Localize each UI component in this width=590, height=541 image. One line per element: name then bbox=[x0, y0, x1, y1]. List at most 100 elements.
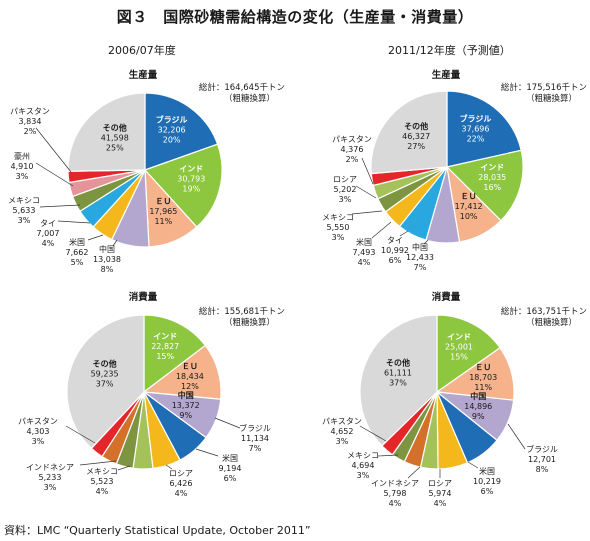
slice-percent: 12% bbox=[181, 382, 199, 391]
source-note: 資料：LMC “Quarterly Statistical Update, Oc… bbox=[4, 524, 311, 537]
slice-name: 米国 bbox=[479, 466, 495, 476]
slice-name: メキシコ bbox=[8, 196, 40, 205]
slice-name: ロシア bbox=[428, 479, 452, 488]
slice-value: 61,111 bbox=[384, 369, 412, 378]
slice-percent: 3% bbox=[336, 437, 349, 446]
slice-percent: 2% bbox=[24, 127, 37, 136]
slice-name: ブラジル bbox=[526, 444, 558, 454]
slice-name: ロシア bbox=[333, 175, 357, 184]
slice-value: 22,827 bbox=[151, 342, 179, 351]
slice-value: 30,793 bbox=[177, 175, 205, 184]
slice-name: パキスタン bbox=[18, 417, 58, 426]
pie-slice-brazil bbox=[144, 92, 219, 171]
pie-slice-india bbox=[143, 314, 207, 394]
slice-percent: 4% bbox=[389, 499, 402, 508]
slice-name: 中国 bbox=[99, 244, 115, 254]
slice-percent: 20% bbox=[163, 135, 181, 144]
pie-slice-brazil bbox=[446, 90, 522, 168]
slice-value: 4,652 bbox=[331, 427, 354, 436]
slice-percent: 8% bbox=[536, 465, 549, 474]
slice-percent: 11% bbox=[474, 383, 492, 392]
period-label-left: 2006/07年度 bbox=[108, 44, 176, 57]
pie-slice-others bbox=[66, 314, 145, 450]
slice-value: 25,001 bbox=[445, 343, 473, 352]
slice-percent: 5% bbox=[71, 258, 84, 267]
slice-percent: 22% bbox=[467, 134, 485, 143]
slice-name: パキスタン bbox=[10, 107, 50, 116]
leader-line bbox=[39, 204, 81, 208]
leader-line bbox=[65, 425, 96, 444]
leader-line bbox=[351, 210, 383, 215]
slice-name: インド bbox=[179, 165, 203, 174]
slice-name: その他 bbox=[93, 358, 117, 368]
leader-line bbox=[87, 234, 104, 241]
leader-line bbox=[407, 466, 421, 479]
slice-value: 41,598 bbox=[101, 133, 129, 142]
slice-value: 4,694 bbox=[352, 461, 375, 470]
figure-title: 図３ 国際砂糖需給構造の変化（生産量・消費量） bbox=[116, 8, 474, 26]
slice-percent: 2% bbox=[346, 155, 359, 164]
leader-line bbox=[361, 157, 374, 185]
slice-value: 5,202 bbox=[334, 185, 357, 194]
slice-name: インド bbox=[447, 333, 471, 342]
slice-value: 13,038 bbox=[93, 255, 121, 264]
pie-total-note: （粗糖換算） bbox=[224, 93, 275, 104]
slice-percent: 3% bbox=[32, 437, 45, 446]
pie-slice-others bbox=[359, 314, 438, 447]
leader-line bbox=[117, 465, 131, 471]
leader-line bbox=[112, 239, 118, 247]
slice-percent: 15% bbox=[450, 353, 468, 362]
slice-value: 46,327 bbox=[402, 132, 430, 141]
slice-name: その他 bbox=[404, 121, 428, 131]
slice-value: 10,219 bbox=[473, 477, 501, 486]
slice-name: ロシア bbox=[169, 469, 193, 478]
slice-name: ＥＵ bbox=[155, 197, 171, 206]
pie-chart-4: 消費量総計：163,751千トン（粗糖換算）インド25,00115%ＥＵ18,7… bbox=[322, 291, 587, 508]
pie-total-label: 総計：164,645千トン bbox=[199, 82, 285, 93]
slice-name: ブラジル bbox=[239, 423, 271, 433]
slice-percent: 19% bbox=[182, 185, 200, 194]
slice-value: 5,633 bbox=[13, 206, 36, 215]
slice-name: インドネシア bbox=[371, 479, 419, 488]
leader-line bbox=[79, 460, 117, 466]
pie-title: 生産量 bbox=[129, 69, 158, 81]
slice-name: タイ bbox=[40, 219, 56, 228]
slice-percent: 3% bbox=[44, 483, 57, 492]
slice-name: ブラジル bbox=[156, 114, 188, 124]
slice-name: 中国 bbox=[412, 242, 428, 252]
slice-name: 米国 bbox=[69, 237, 85, 247]
slice-value: 4,303 bbox=[27, 427, 50, 436]
pie-total-label: 総計：175,516千トン bbox=[501, 82, 587, 93]
slice-percent: 10% bbox=[460, 212, 478, 221]
period-label-right: 2011/12年度（予測値） bbox=[388, 44, 511, 57]
pie-total-label: 総計：155,681千トン bbox=[199, 306, 285, 317]
slice-value: 9,194 bbox=[219, 464, 242, 473]
slice-value: 14,896 bbox=[464, 402, 492, 411]
slice-percent: 4% bbox=[358, 258, 371, 267]
slice-percent: 3% bbox=[16, 172, 29, 181]
slice-percent: 9% bbox=[179, 411, 192, 420]
slice-name: ＥＵ bbox=[182, 362, 198, 371]
